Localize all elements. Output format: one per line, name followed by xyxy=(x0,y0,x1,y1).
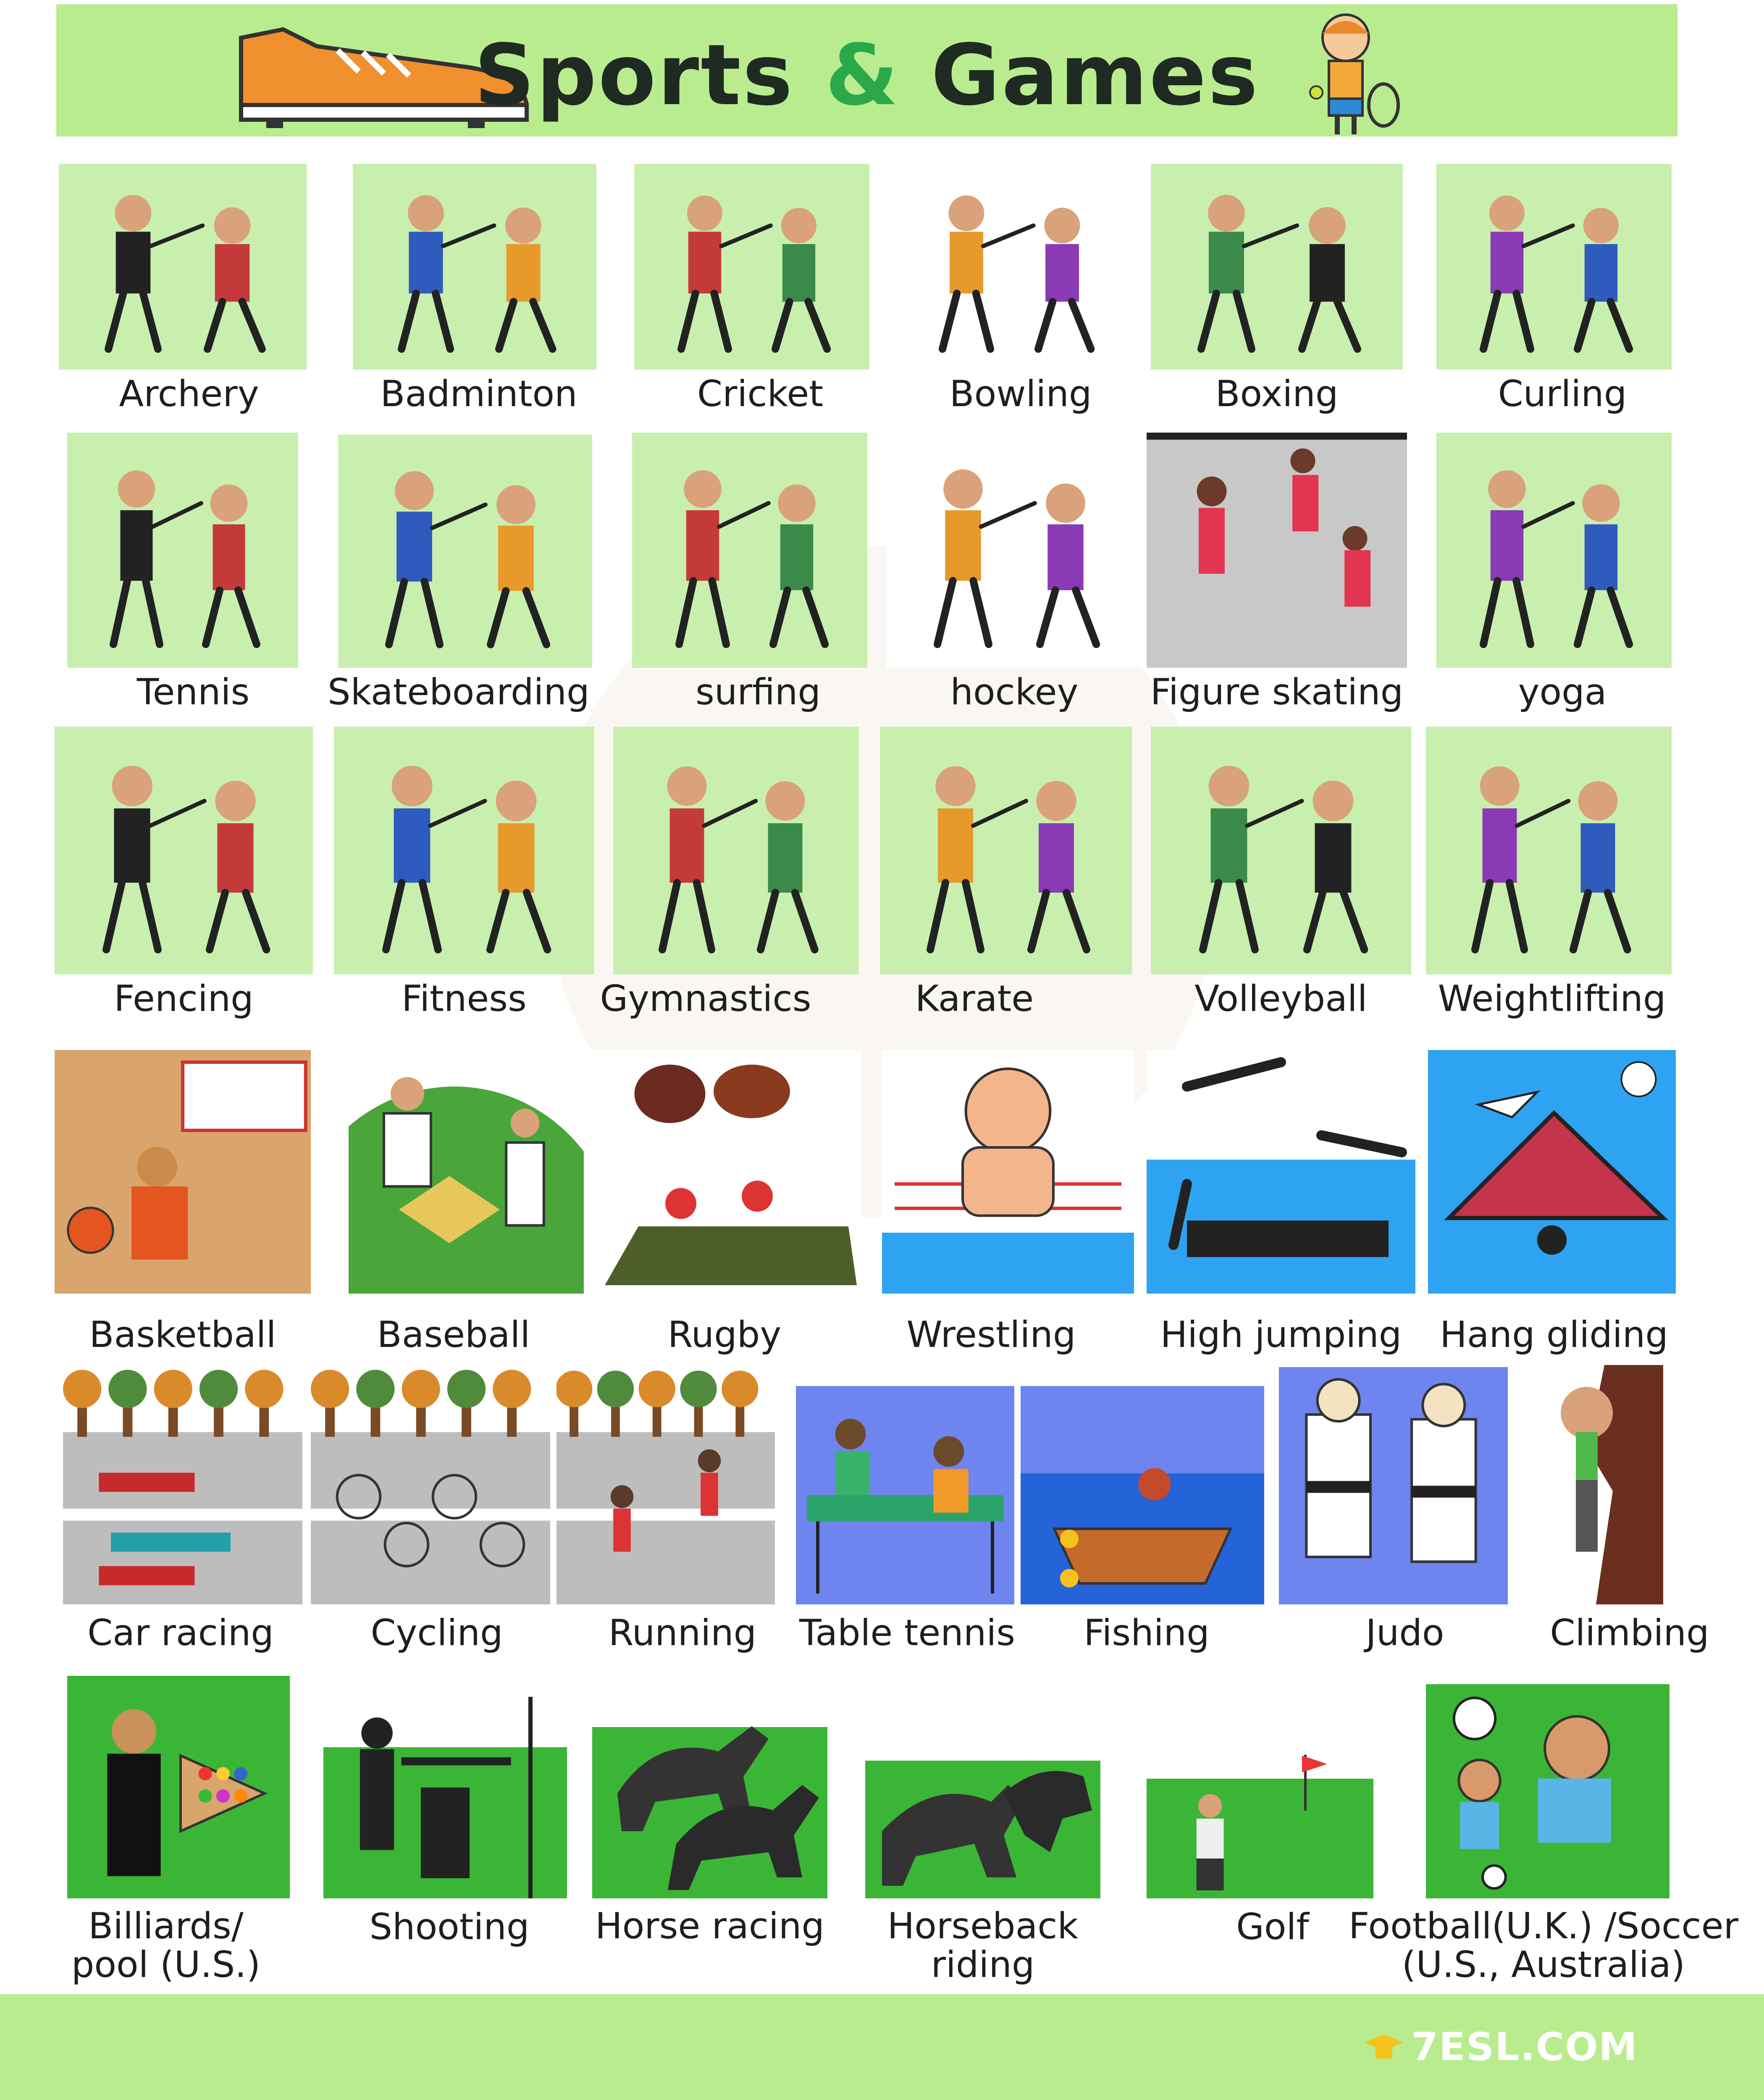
surfing-icon xyxy=(632,433,867,668)
sport-label: Badminton xyxy=(380,373,578,415)
page-title: Sports & Games xyxy=(56,34,1677,118)
sport-label: Billiards/ pool (U.S.) xyxy=(71,1905,261,1986)
sport-label: Bowling xyxy=(949,373,1092,415)
horseback-riding-icon xyxy=(865,1726,1100,1898)
car-racing-icon xyxy=(63,1365,302,1604)
sport-label: Cycling xyxy=(370,1612,503,1654)
sport-label: Climbing xyxy=(1550,1612,1709,1654)
figure-skating-icon xyxy=(1147,433,1407,668)
fishing-icon xyxy=(1021,1386,1264,1604)
sport-label: Cricket xyxy=(697,373,823,415)
judo-icon xyxy=(1279,1367,1508,1604)
sport-label: Football(U.K.) /Soccer (U.S., Australia) xyxy=(1349,1905,1738,1986)
golf-icon xyxy=(1147,1739,1373,1898)
sport-label: Tennis xyxy=(136,671,250,713)
rugby-icon xyxy=(588,1050,861,1294)
sneaker-icon xyxy=(239,27,529,128)
title-ampersand: & xyxy=(825,26,900,124)
footer-banner xyxy=(0,1994,1764,2100)
sport-label: Horse racing xyxy=(595,1905,825,1947)
title-word-sports: Sports xyxy=(474,26,794,124)
high-jumping-icon xyxy=(1147,1050,1415,1294)
table-tennis-icon xyxy=(796,1386,1014,1604)
sport-label: Golf xyxy=(1236,1906,1309,1948)
bowling-icon xyxy=(895,164,1134,370)
sport-label: Rugby xyxy=(667,1314,782,1356)
tennis-icon xyxy=(67,433,298,668)
sport-label: Running xyxy=(608,1612,757,1654)
sport-label: High jumping xyxy=(1160,1314,1402,1356)
billiards-icon xyxy=(67,1676,290,1898)
sport-label: Shooting xyxy=(369,1906,530,1948)
gymnastics-icon xyxy=(613,727,859,974)
header-banner: Sports & Games xyxy=(56,4,1677,136)
skateboarding-icon xyxy=(338,435,592,668)
sport-label: Boxing xyxy=(1215,373,1339,415)
sport-label: Baseball xyxy=(377,1314,530,1356)
sport-label: Figure skating xyxy=(1150,671,1404,713)
cycling-icon xyxy=(311,1365,550,1604)
sport-label: Table tennis xyxy=(799,1612,1016,1654)
weightlifting-icon xyxy=(1426,727,1672,974)
yoga-icon xyxy=(1436,433,1672,668)
sport-label: Gymnastics xyxy=(600,978,811,1020)
kid-with-racket-icon xyxy=(1309,13,1400,134)
hang-gliding-icon xyxy=(1428,1050,1676,1294)
sport-label: Volleyball xyxy=(1194,978,1368,1020)
sport-label: Fitness xyxy=(402,978,527,1020)
boxing-icon xyxy=(1151,164,1403,370)
curling-icon xyxy=(1436,164,1672,370)
fitness-icon xyxy=(334,727,594,974)
sport-label: surfing xyxy=(696,671,821,713)
sport-label: Horseback riding xyxy=(887,1905,1079,1986)
sport-label: hockey xyxy=(950,671,1079,713)
badminton-icon xyxy=(353,164,596,370)
wrestling-icon xyxy=(882,1050,1134,1294)
shooting-icon xyxy=(323,1697,567,1898)
horse-racing-icon xyxy=(592,1684,827,1898)
sport-label: Fishing xyxy=(1084,1612,1210,1654)
basketball-icon xyxy=(55,1050,311,1294)
cricket-icon xyxy=(634,164,869,370)
running-icon xyxy=(556,1365,775,1604)
sport-label: Judo xyxy=(1365,1612,1444,1654)
brand-logo[interactable]: 7ESL.COM xyxy=(1411,2024,1638,2069)
fencing-icon xyxy=(55,727,313,974)
volleyball-icon xyxy=(1151,727,1411,974)
sport-label: Wrestling xyxy=(906,1314,1076,1356)
sport-label: Weightlifting xyxy=(1438,978,1666,1020)
sport-label: Archery xyxy=(119,373,259,415)
hockey-icon xyxy=(886,433,1142,668)
football-icon xyxy=(1426,1684,1670,1898)
sport-label: Curling xyxy=(1498,373,1627,415)
sport-label: Car racing xyxy=(87,1612,274,1654)
baseball-icon xyxy=(349,1050,584,1294)
sport-label: yoga xyxy=(1518,671,1607,713)
sport-label: Hang gliding xyxy=(1440,1314,1668,1356)
graduation-cap-icon xyxy=(1365,2034,1403,2058)
sport-label: Karate xyxy=(915,978,1034,1020)
climbing-icon xyxy=(1554,1365,1663,1604)
karate-icon xyxy=(880,727,1132,974)
sport-label: Skateboarding xyxy=(328,671,590,713)
archery-icon xyxy=(59,164,307,370)
sport-label: Fencing xyxy=(114,978,254,1020)
sport-label: Basketball xyxy=(89,1314,276,1356)
title-word-games: Games xyxy=(931,26,1260,124)
